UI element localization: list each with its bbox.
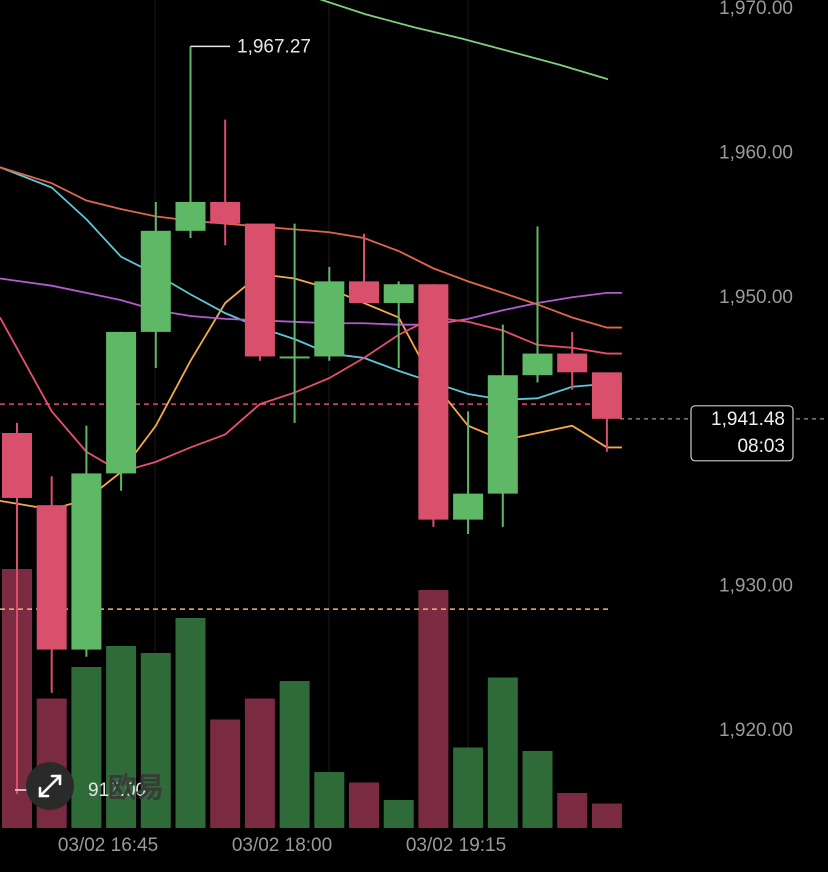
volume-bar <box>210 719 241 828</box>
candle-body <box>557 353 588 373</box>
candle-body <box>487 375 518 494</box>
candle-body <box>2 432 32 498</box>
expand-button[interactable] <box>26 762 74 810</box>
candle-body <box>383 284 414 304</box>
high-price-label: 1,967.27 <box>237 36 311 57</box>
x-axis-tick-label: 03/02 19:15 <box>406 835 506 856</box>
volume-bar <box>487 677 518 828</box>
candle-body <box>106 331 137 474</box>
candle-body <box>71 473 102 650</box>
volume-bar <box>71 667 102 828</box>
volume-bar <box>244 698 275 828</box>
countdown-label: 08:03 <box>737 436 785 457</box>
candle-body <box>36 505 67 650</box>
candle-body <box>175 201 206 231</box>
candle-body <box>244 223 275 357</box>
expand-icon <box>38 774 62 798</box>
volume-bar <box>453 747 484 828</box>
low-price-label: 917.00 <box>88 780 146 801</box>
x-axis-tick-label: 03/02 18:00 <box>232 835 332 856</box>
candle-body <box>522 353 553 376</box>
volume-bar <box>349 782 379 828</box>
volume-bar <box>591 803 622 828</box>
candle-body <box>210 201 241 224</box>
candle-body <box>279 356 310 359</box>
volume-bar <box>522 751 553 828</box>
ma-line <box>0 166 622 329</box>
y-axis-tick-label: 1,970.00 <box>719 0 793 19</box>
candle-body <box>591 372 622 419</box>
y-axis-tick-label: 1,950.00 <box>719 287 793 308</box>
ma-line <box>0 316 622 473</box>
price-box <box>690 405 794 462</box>
y-axis-tick-label: 1,960.00 <box>719 142 793 163</box>
x-axis-tick-label: 03/02 16:45 <box>58 835 158 856</box>
candle-body <box>314 281 345 357</box>
volume-bar <box>106 646 137 828</box>
volume-bar <box>418 590 449 828</box>
candle-body <box>349 281 379 304</box>
volume-bar <box>175 618 206 828</box>
volume-bar <box>314 772 345 828</box>
volume-bar <box>140 653 171 828</box>
candle-body <box>140 230 171 332</box>
current-price-label: 1,941.48 <box>711 409 785 430</box>
volume-bar <box>557 793 588 828</box>
ma-line <box>319 0 609 81</box>
y-axis-tick-label: 1,920.00 <box>719 720 793 741</box>
candle-body <box>453 493 484 520</box>
y-axis-tick-label: 1,930.00 <box>719 576 793 597</box>
candle-body <box>418 284 449 520</box>
volume-bar <box>383 800 414 828</box>
volume-bar <box>279 681 310 828</box>
watermark-text: 欧易 <box>108 771 164 804</box>
